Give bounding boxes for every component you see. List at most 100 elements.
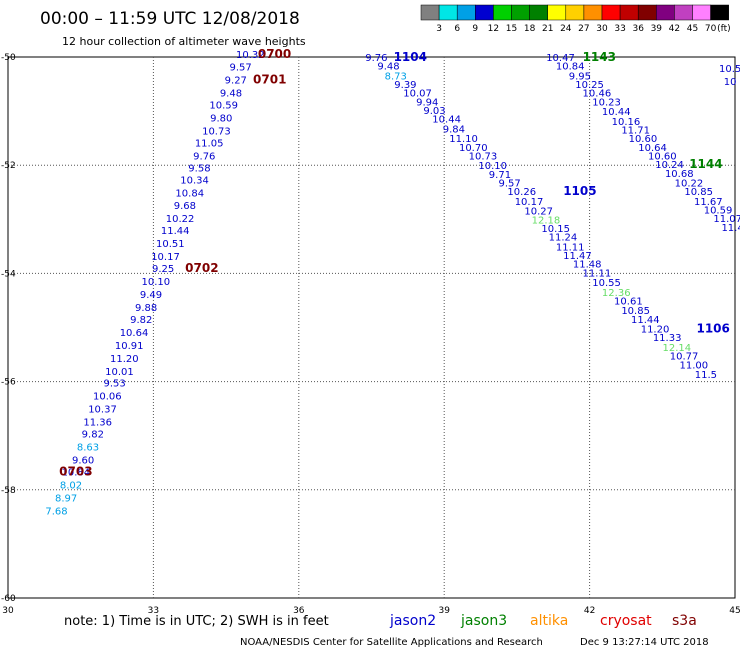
wave-height-point: 9.57 [230,63,252,74]
time-label: 0703 [59,464,92,478]
wave-height-point: 10.5 [719,64,740,75]
wave-height-point: 10.64 [120,328,149,339]
colorbar-label: 6 [454,24,460,34]
wave-height-point: 10.60 [648,151,677,162]
colorbar-swatch [583,4,603,21]
time-labels: 0700 0701 0702 0703 1104 1105 1106 1143 1144 [59,47,730,479]
wave-height-point: 9.95 [569,71,591,82]
colorbar-label: 9 [472,24,478,34]
wave-height-point: 11.5 [695,370,717,381]
wave-height-point: 10.51 [156,239,185,250]
wave-height-point: 10.84 [62,467,91,478]
wave-height-point: 10 [724,77,737,88]
chart-title: 00:00 – 11:59 UTC 12/08/2018 [40,9,300,29]
wave-height-point: 8.73 [385,71,407,82]
wave-height-point: 10.07 [403,89,432,100]
wave-height-point: 10.85 [621,306,650,317]
wave-height-point: 12.14 [663,343,692,354]
wave-height-point: 10.16 [612,117,641,128]
wave-height-point: 11.20 [641,325,670,336]
grid-lines [8,57,735,598]
wave-height-point: 11.07 [713,214,740,225]
wave-height-point: 10.61 [614,296,643,307]
wave-height-point: 9.39 [394,80,416,91]
time-label: 1143 [583,50,616,64]
wave-height-point: 11.05 [195,138,224,149]
wave-height-point: 10.73 [469,151,498,162]
wave-height-point: 10.22 [166,214,195,225]
wave-height-point: 12.18 [532,215,561,226]
y-tick-label: -56 [1,378,16,388]
chart-subtitle: 12 hour collection of altimeter wave hei… [62,35,306,48]
wave-height-point: 10.84 [556,62,585,73]
wave-height-point: 9.71 [489,170,511,181]
colorbar-label: 12 [488,24,499,34]
footer-credit: NOAA/NESDIS Center for Satellite Applica… [240,637,543,648]
wave-height-point: 10.77 [670,352,699,363]
wave-height-point: 11.00 [679,360,708,371]
wave-height-point: 10.84 [175,188,204,199]
colorbar-swatch [456,4,476,21]
y-tick-label: -58 [1,486,16,496]
x-tick-label: 39 [438,606,450,616]
colorbar-label: 30 [596,24,608,34]
y-tick-label: -54 [1,269,16,279]
x-tick-label: 33 [148,606,159,616]
wave-height-point: 9.80 [210,114,232,125]
wave-height-point: 11.24 [549,233,578,244]
colorbar-legend: 3 6 9 12 15 18 21 24 27 30 33 36 39 42 45 70 (ft) [420,4,731,34]
x-tick-label: 36 [293,606,305,616]
colorbar-swatch [656,4,675,21]
wave-height-point: 9.25 [152,264,174,275]
wave-height-point: 10.17 [515,197,544,208]
wave-height-point: 10.46 [583,89,612,100]
wave-height-point: 9.03 [423,106,445,117]
wave-height-point: 10.26 [507,187,536,198]
wave-height-point: 10.10 [478,161,507,172]
colorbar-label: 15 [506,24,517,34]
time-label: 1144 [689,157,722,171]
axis-ticks: 30 33 36 39 42 45 -50 -52 -54 -56 -58 -60 [1,53,740,616]
colorbar-swatch [637,4,657,21]
colorbar-swatch [475,4,494,21]
wave-height-point: 10.70 [459,143,488,154]
wave-height-point: 10.34 [180,175,209,186]
wave-height-point: 9.58 [188,163,210,174]
wave-height-point: 12.36 [602,288,631,299]
colorbar-label: 36 [632,24,644,34]
wave-height-point: 10.64 [638,143,667,154]
wave-height-point: 11.44 [161,226,190,237]
x-tick-label: 45 [729,606,740,616]
wave-height-point: 10.68 [665,169,694,180]
wave-height-point: 9.68 [174,201,196,212]
satellite-legend-jason2: jason2 [389,613,436,629]
satellite-legend-jason3: jason3 [460,613,507,629]
y-tick-label: -52 [1,161,16,171]
colorbar-swatch [619,4,639,21]
satellite-legend-s3a: s3a [672,613,697,629]
wave-height-point: 10.44 [432,115,461,126]
colorbar-swatch [547,4,567,21]
wave-height-point: 9.76 [193,151,215,162]
time-label: 0701 [253,73,286,87]
colorbar-swatch [438,4,458,21]
colorbar-swatch [565,4,585,21]
wave-height-point: 10.15 [541,224,570,235]
y-tick-label: -60 [1,594,16,604]
wave-height-point: 9.60 [72,456,94,467]
wave-height-point: 11.10 [449,134,478,145]
wave-height-point: 11.71 [621,125,650,136]
colorbar-label: 21 [542,24,553,34]
wave-height-point: 8.63 [77,443,99,454]
wave-height-point: 10.59 [209,101,238,112]
colorbar-label: 18 [524,24,536,34]
wave-height-point: 11.33 [653,333,682,344]
wave-height-point: 10.06 [93,392,122,403]
footer-timestamp: Dec 9 13:27:14 UTC 2018 [580,637,709,648]
colorbar-swatch [493,4,512,21]
satellite-legend: jason2 jason3 altika cryosat s3a [389,613,697,629]
colorbar-swatch [511,4,530,21]
colorbar-label: 24 [560,24,572,34]
plot-frame [7,56,736,599]
wave-height-point: 9.88 [135,303,157,314]
